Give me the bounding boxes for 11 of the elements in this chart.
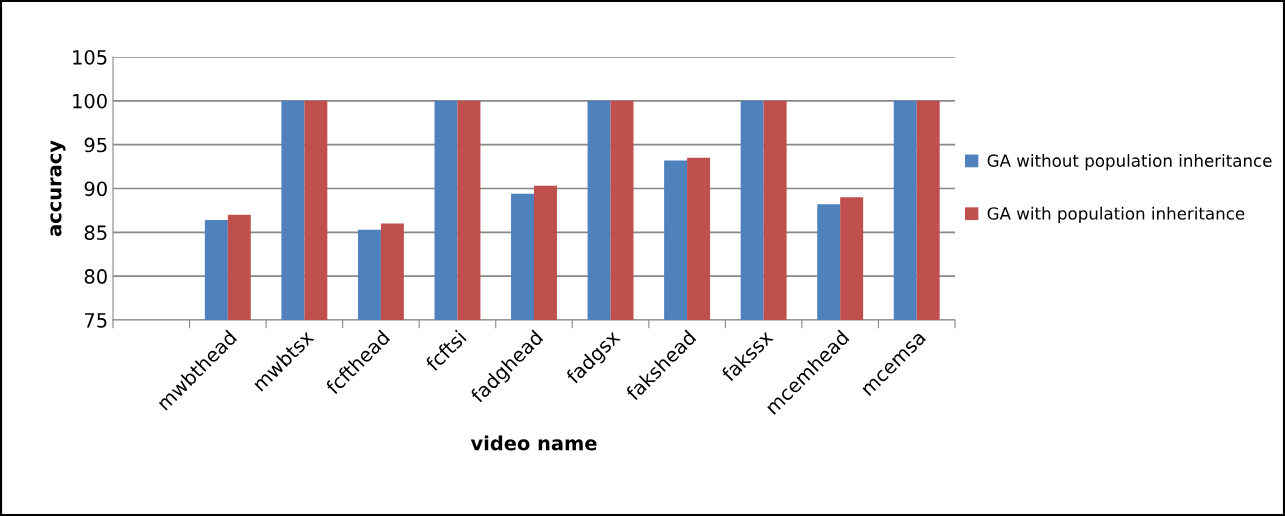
legend-label: GA without population inheritance <box>987 154 1272 171</box>
y-tick-label: 80 <box>84 269 107 284</box>
y-tick-label: 85 <box>84 225 107 240</box>
legend-label: GA with population inheritance <box>987 206 1245 223</box>
y-tick-label: 100 <box>73 93 107 109</box>
y-axis-title: accuracy <box>50 140 66 237</box>
y-tick-label: 90 <box>84 181 107 197</box>
y-tick-label: 75 <box>84 313 107 328</box>
y-tick-label: 95 <box>84 137 107 153</box>
y-tick-label: 105 <box>73 49 107 65</box>
x-axis-title: video name <box>470 435 597 451</box>
